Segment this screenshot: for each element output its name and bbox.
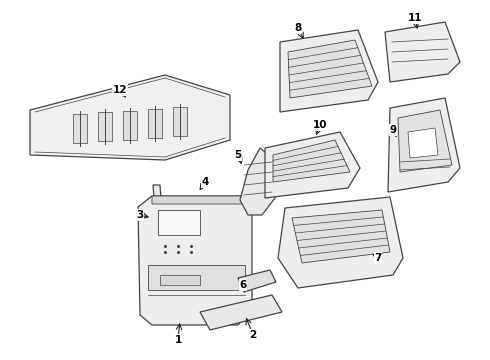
Polygon shape — [385, 22, 460, 82]
Polygon shape — [138, 196, 252, 325]
Text: 11: 11 — [408, 13, 422, 23]
Text: 6: 6 — [240, 280, 246, 290]
Polygon shape — [98, 112, 112, 141]
Polygon shape — [265, 132, 360, 198]
Ellipse shape — [250, 278, 264, 284]
Polygon shape — [160, 275, 200, 285]
Polygon shape — [153, 185, 165, 250]
Text: 5: 5 — [234, 150, 242, 160]
Text: 7: 7 — [374, 253, 382, 263]
Text: 10: 10 — [313, 120, 327, 130]
Polygon shape — [30, 75, 230, 160]
Polygon shape — [158, 226, 198, 290]
Text: 4: 4 — [201, 177, 209, 187]
Polygon shape — [73, 114, 87, 143]
Polygon shape — [408, 128, 438, 158]
Text: 9: 9 — [390, 125, 396, 135]
Polygon shape — [292, 210, 390, 263]
Text: 12: 12 — [113, 85, 127, 95]
Text: 8: 8 — [294, 23, 302, 33]
Polygon shape — [280, 30, 378, 112]
Text: 1: 1 — [174, 335, 182, 345]
Polygon shape — [240, 148, 275, 215]
Polygon shape — [173, 107, 187, 136]
Text: 3: 3 — [136, 210, 144, 220]
Polygon shape — [123, 111, 137, 139]
Polygon shape — [238, 270, 276, 292]
Polygon shape — [200, 295, 282, 330]
Polygon shape — [148, 265, 245, 290]
Polygon shape — [148, 109, 162, 138]
Polygon shape — [388, 98, 460, 192]
Polygon shape — [288, 40, 372, 98]
Polygon shape — [278, 197, 403, 288]
Polygon shape — [158, 210, 200, 235]
Polygon shape — [273, 140, 350, 182]
Text: 2: 2 — [249, 330, 257, 340]
Polygon shape — [398, 110, 452, 172]
Polygon shape — [152, 196, 250, 204]
